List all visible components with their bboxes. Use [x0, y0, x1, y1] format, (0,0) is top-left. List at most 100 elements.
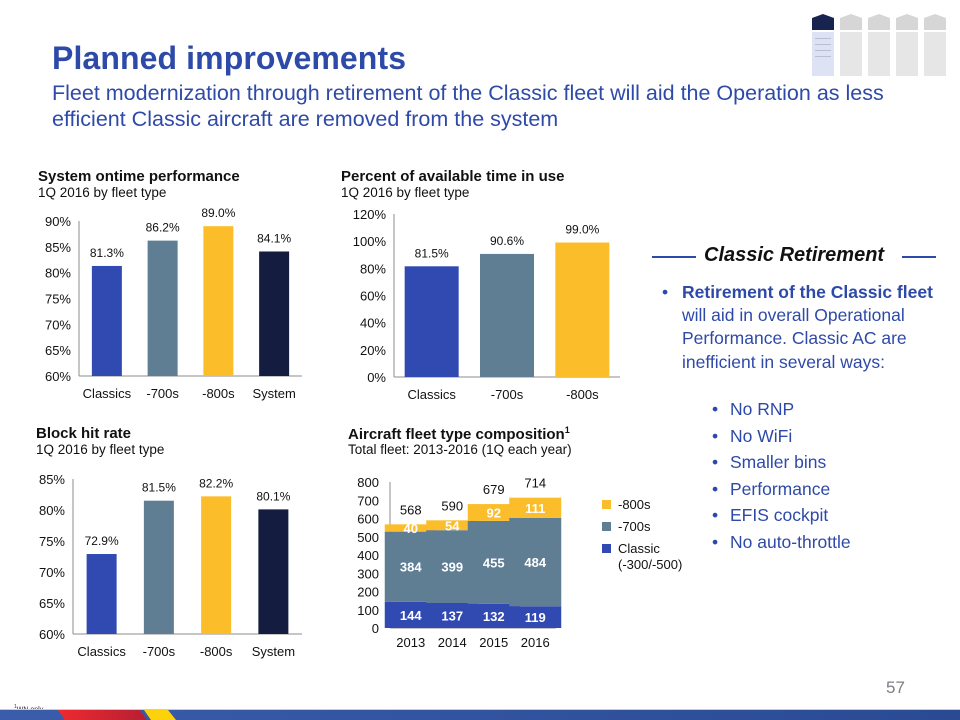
nav-section-body [840, 32, 862, 76]
legend-label: -800s [618, 497, 651, 512]
x-tick-label: -700s [491, 387, 524, 402]
segment-label: 40 [404, 521, 418, 536]
bar-800s [555, 242, 610, 377]
chart-timeinuse: 0% 20% 40% 60% 80% 100% 120% 81.5% Classics 90.6%… [353, 207, 620, 402]
list-item: • No RNP [712, 399, 795, 419]
y-tick-label: 60% [360, 289, 386, 304]
y-tick-label: 85% [39, 472, 65, 487]
nav-section [867, 12, 891, 76]
x-tick-label: System [252, 386, 295, 401]
chart-timeinuse-subtitle: 1Q 2016 by fleet type [341, 185, 470, 200]
total-label: 714 [524, 476, 546, 491]
x-tick-label: -800s [200, 644, 233, 659]
chart-composition: 0 100 200 300 400 500 600 700 800 144 384 40 568 2013… [357, 475, 682, 650]
stack-segment-800s [467, 504, 520, 521]
y-tick-label: 75% [45, 292, 71, 307]
data-label: 81.5% [415, 246, 449, 260]
y-tick-label: 90% [45, 214, 71, 229]
x-tick-label: -800s [202, 386, 235, 401]
x-tick-label: System [252, 644, 295, 659]
chart-blockhit-title: Block hit rate [36, 425, 132, 442]
list-item-text: Performance [730, 478, 831, 499]
legend-label: -700s [618, 519, 651, 534]
data-label: 81.3% [90, 246, 124, 260]
data-label: 89.0% [201, 206, 235, 220]
x-tick-label: -700s [146, 386, 179, 401]
nav-section-body [812, 32, 834, 76]
bar-classics [86, 554, 117, 634]
nav-section [839, 12, 863, 76]
chart-ontime-title: System ontime performance [38, 168, 240, 185]
chart-composition-title-text: Aircraft fleet type composition [348, 426, 565, 443]
list-item: • Smaller bins [712, 452, 827, 472]
bar-700s [147, 240, 178, 376]
legend-swatch [602, 522, 611, 531]
bullet-dot: • [662, 282, 669, 302]
y-tick-label: 300 [357, 566, 379, 581]
data-label: 99.0% [565, 223, 599, 237]
segment-label: 144 [400, 608, 422, 623]
x-tick-label: 2015 [479, 635, 508, 650]
bar-700s [143, 500, 174, 634]
footer-blue-band [0, 709, 960, 720]
inefficiency-list: • No RNP • No WiFi • Smaller bins • Performa… [712, 396, 851, 555]
stack-segment-classic [509, 606, 562, 628]
y-tick-label: 500 [357, 530, 379, 545]
data-label: 84.1% [257, 231, 291, 245]
chart-blockhit: 60% 65% 70% 75% 80% 85% 72.9% Classics 81.5% -700… [39, 472, 302, 659]
bar-800s [201, 496, 232, 634]
y-tick-label: 80% [39, 503, 65, 518]
list-item: • No WiFi [712, 425, 793, 446]
footer-top-rule [0, 709, 960, 710]
y-tick-label: 800 [357, 475, 379, 490]
bar-classics [404, 266, 459, 377]
total-label: 590 [441, 498, 463, 513]
bar-700s [480, 253, 534, 377]
y-tick-label: 80% [45, 266, 71, 281]
y-tick-label: 60% [45, 369, 71, 384]
stack-segment-800s [509, 497, 562, 518]
heading-rule-right [902, 256, 936, 258]
nav-section-body [896, 32, 918, 76]
retirement-heading-text: Classic Retirement [704, 244, 885, 266]
total-label: 679 [483, 482, 505, 497]
segment-label: 54 [445, 518, 460, 533]
retirement-bullet-text: will aid in overall Operational Performa… [682, 305, 907, 372]
list-item: • EFIS cockpit [712, 505, 829, 525]
footnote-mark: 1 [564, 425, 570, 435]
chart-blockhit-subtitle: 1Q 2016 by fleet type [36, 442, 165, 457]
y-tick-label: 200 [357, 585, 379, 600]
page-number: 57 [886, 678, 905, 697]
stack-segment-800s [384, 524, 437, 532]
chart-timeinuse-title: Percent of available time in use [341, 168, 565, 185]
x-tick-label: Classics [407, 387, 456, 402]
list-item-text: No WiFi [730, 425, 793, 446]
legend-label: Classic [618, 541, 660, 556]
hexagon-icon [896, 14, 918, 30]
list-item-text: No RNP [730, 399, 795, 419]
y-tick-label: 65% [39, 596, 65, 611]
y-tick-label: 400 [357, 548, 379, 563]
x-tick-label: 2013 [396, 635, 425, 650]
list-item: • Performance [712, 478, 831, 499]
list-item: • No auto-throttle [712, 531, 851, 552]
y-tick-label: 70% [45, 317, 71, 332]
y-tick-label: 65% [45, 343, 71, 358]
data-label: 86.2% [146, 221, 180, 235]
y-tick-label: 75% [39, 534, 65, 549]
y-tick-label: 40% [360, 316, 386, 331]
segment-label: 455 [483, 555, 505, 570]
y-tick-label: 100 [357, 603, 379, 618]
y-tick-label: 700 [357, 493, 379, 508]
x-tick-label: Classics [83, 386, 132, 401]
segment-label: 484 [524, 555, 546, 570]
x-tick-label: -800s [566, 387, 599, 402]
x-tick-label: 2014 [438, 635, 467, 650]
list-item-text: No auto-throttle [730, 531, 851, 552]
data-label: 82.2% [199, 476, 233, 490]
chart-composition-title: Aircraft fleet type composition1 [348, 425, 570, 443]
x-tick-label: 2016 [521, 635, 550, 650]
segment-label: 132 [483, 609, 505, 624]
segment-label: 399 [441, 560, 463, 575]
y-tick-label: 100% [353, 234, 387, 249]
